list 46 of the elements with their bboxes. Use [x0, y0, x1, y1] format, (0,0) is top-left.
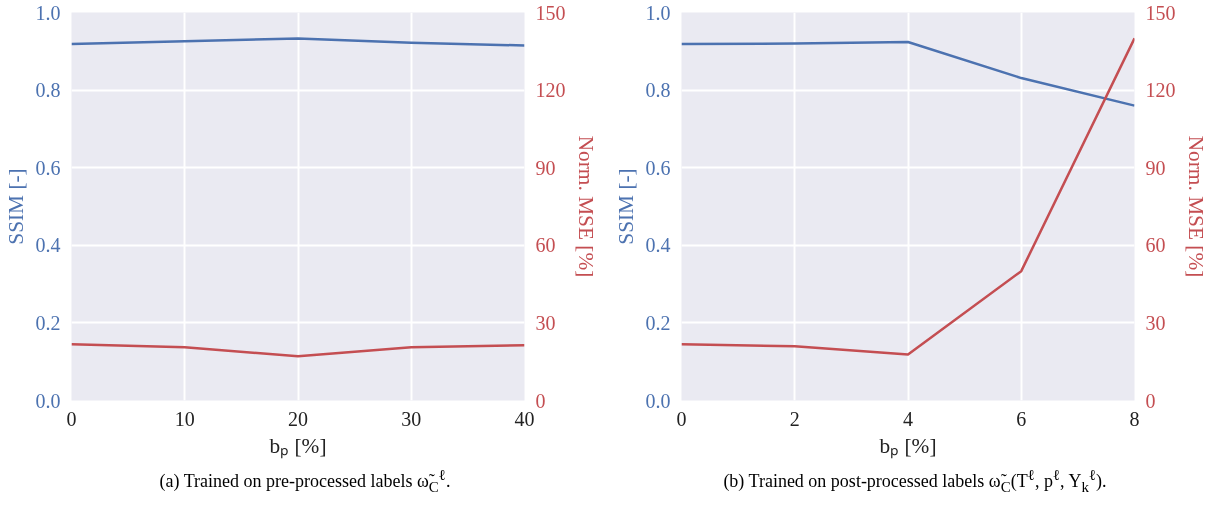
- text: (a) Trained on pre-processed labels ω̃$_{C}$$^{ℓ}$.: [158, 466, 452, 497]
- line-series: [681, 37, 1135, 356]
- y-tick-label: 0.8: [645, 79, 671, 102]
- y-tick-label: 0.0: [35, 389, 61, 412]
- y2-tick-label: 0: [1145, 389, 1156, 412]
- x-tick-label: 0: [676, 407, 687, 430]
- y2-tick-label: 120: [535, 79, 566, 102]
- y-tick-label: 1.0: [645, 1, 671, 24]
- y-tick-label: 0.4: [35, 234, 61, 257]
- y-axis-title: SSIM [-]: [613, 168, 638, 245]
- y-tick-label: 1.0: [35, 1, 61, 24]
- y2-tick-label: 90: [535, 156, 556, 179]
- x-tick-label: 6: [1016, 407, 1027, 430]
- x-tick-label: 0: [66, 407, 77, 430]
- line-series: [71, 343, 525, 358]
- x-tick-label: 30: [401, 407, 422, 430]
- y-axis-title: SSIM [-]: [3, 168, 28, 245]
- y2-tick-label: 90: [1145, 156, 1166, 179]
- y-tick-label: 0.6: [645, 156, 671, 179]
- y2-tick-label: 150: [1145, 1, 1176, 24]
- y-tick-label: 0.6: [35, 156, 61, 179]
- y-tick-label: 0.4: [645, 234, 671, 257]
- x-tick-label: 20: [288, 407, 308, 430]
- y2-tick-label: 30: [1145, 311, 1166, 334]
- y2-tick-label: 60: [1145, 234, 1166, 257]
- x-tick-label: 2: [789, 407, 800, 430]
- x-tick-label: 40: [514, 407, 535, 430]
- y-tick-label: 0.0: [645, 389, 671, 412]
- x-axis-title: bₚ [%]: [269, 433, 327, 459]
- x-tick-label: 8: [1129, 407, 1140, 430]
- y2-axis-title: Norm. MSE [%]: [1183, 135, 1208, 278]
- y2-tick-label: 0: [535, 389, 546, 412]
- y-tick-label: 0.2: [645, 311, 671, 334]
- y2-tick-label: 30: [535, 311, 556, 334]
- y-tick-label: 0.2: [35, 311, 61, 334]
- text: (b) Trained on post-processed labels ω̃$_{C}$(T$^{ℓ}$, p$^{ℓ}$, Y$_{k}$$^{ℓ}$).: [723, 467, 1107, 495]
- y2-tick-label: 60: [535, 234, 556, 257]
- line-series: [681, 40, 1135, 107]
- x-axis-title: bₚ [%]: [879, 433, 937, 459]
- x-tick-label: 4: [903, 407, 913, 430]
- x-tick-label: 10: [174, 407, 195, 430]
- y2-axis-title: Norm. MSE [%]: [573, 135, 598, 278]
- y2-tick-label: 150: [535, 1, 566, 24]
- y-tick-label: 0.8: [35, 79, 61, 102]
- y2-tick-label: 120: [1145, 79, 1176, 102]
- line-series: [71, 37, 525, 47]
